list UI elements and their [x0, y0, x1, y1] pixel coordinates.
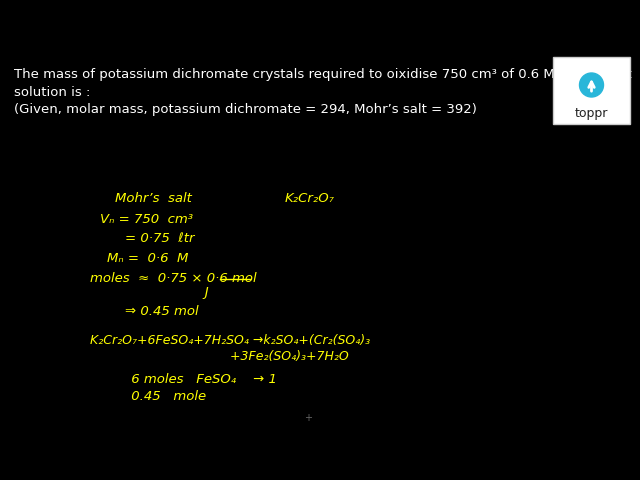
- Text: 0.45   mole: 0.45 mole: [110, 390, 206, 403]
- Text: 6 moles   FeSO₄    → 1: 6 moles FeSO₄ → 1: [110, 373, 277, 386]
- Text: ⇒ 0.45 mol: ⇒ 0.45 mol: [125, 305, 198, 318]
- Text: toppr: toppr: [575, 107, 608, 120]
- Text: The mass of potassium dichromate crystals required to oixidise 750 cm³ of 0.6 M : The mass of potassium dichromate crystal…: [14, 68, 632, 81]
- Text: +: +: [304, 413, 312, 423]
- Text: K₂Cr₂O₇+6FeSO₄+7H₂SO₄ →k₂SO₄+(Cr₂(SO₄)₃: K₂Cr₂O₇+6FeSO₄+7H₂SO₄ →k₂SO₄+(Cr₂(SO₄)₃: [90, 334, 370, 347]
- Text: = 0·75  ℓtr: = 0·75 ℓtr: [125, 232, 195, 245]
- Text: Vₙ = 750  cm³: Vₙ = 750 cm³: [100, 213, 193, 226]
- Text: moles  ≈  0·75 × 0·6 mol: moles ≈ 0·75 × 0·6 mol: [90, 272, 257, 285]
- Text: Mₙ =  0·6  M: Mₙ = 0·6 M: [107, 252, 188, 265]
- Text: (Given, molar mass, potassium dichromate = 294, Mohr’s salt = 392): (Given, molar mass, potassium dichromate…: [14, 103, 477, 116]
- Text: K₂Cr₂O₇: K₂Cr₂O₇: [285, 192, 335, 205]
- FancyBboxPatch shape: [553, 57, 630, 124]
- Circle shape: [579, 73, 604, 97]
- Text: +3Fe₂(SO₄)₃+7H₂O: +3Fe₂(SO₄)₃+7H₂O: [90, 350, 349, 363]
- Text: Mohr’s  salt: Mohr’s salt: [115, 192, 192, 205]
- Text: solution is :: solution is :: [14, 86, 90, 99]
- Text: J: J: [90, 286, 209, 299]
